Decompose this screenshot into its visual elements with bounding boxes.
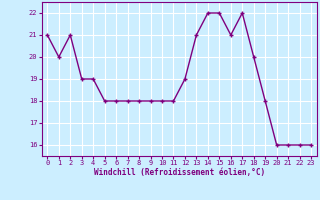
X-axis label: Windchill (Refroidissement éolien,°C): Windchill (Refroidissement éolien,°C) [94,168,265,177]
